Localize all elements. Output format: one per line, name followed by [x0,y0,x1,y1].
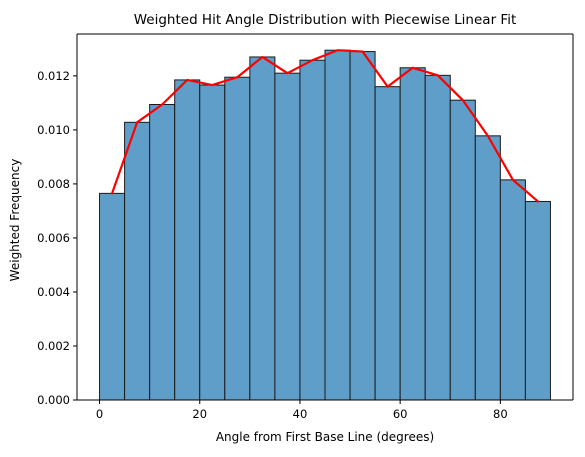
x-axis-label: Angle from First Base Line (degrees) [216,430,434,444]
histogram-bar [299,59,326,401]
histogram-bar [349,51,376,401]
histogram-bar [524,200,551,401]
histogram-bar [449,99,476,401]
y-ticks-group: 0.000 0.002 0.004 0.006 0.008 0.010 0.012 [37,69,77,407]
y-tick-label: 0.004 [37,285,70,299]
x-tick-label: 40 [293,407,308,421]
y-tick-label: 0.008 [37,177,70,191]
histogram-bar [374,86,401,401]
y-axis-label: Weighted Frequency [8,159,22,282]
y-tick-label: 0.006 [37,231,70,245]
y-tick-label: 0.010 [37,123,70,137]
histogram-bar [99,192,126,401]
x-tick-label: 0 [96,407,103,421]
histogram-bar [424,74,451,401]
histogram-bar [499,179,526,401]
x-tick-label: 80 [493,407,508,421]
histogram-bar [149,103,176,401]
histogram-bar [249,56,276,401]
histogram-bar [399,67,426,401]
histogram-bar [324,49,351,401]
histogram-bar [274,72,301,401]
x-ticks-group: 0 20 40 60 80 [96,400,508,421]
y-tick-label: 0.012 [37,69,70,83]
histogram-bar [174,79,201,401]
y-tick-label: 0.000 [37,393,70,407]
histogram-bar [474,135,501,401]
piecewise-linear-fit-line [110,49,540,203]
x-tick-label: 20 [192,407,207,421]
chart-title: Weighted Hit Angle Distribution with Pie… [134,12,517,28]
histogram-bar [124,121,151,401]
fit-line-group [110,49,540,203]
bars-group [99,49,551,401]
y-tick-label: 0.002 [37,339,70,353]
x-tick-label: 60 [393,407,408,421]
histogram-bar [199,84,226,401]
histogram-bar [224,76,251,401]
axes-group [76,33,574,401]
